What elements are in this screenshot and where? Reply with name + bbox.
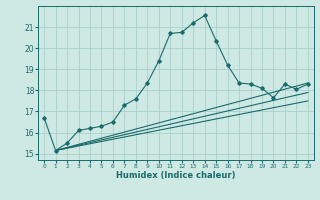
X-axis label: Humidex (Indice chaleur): Humidex (Indice chaleur) (116, 171, 236, 180)
